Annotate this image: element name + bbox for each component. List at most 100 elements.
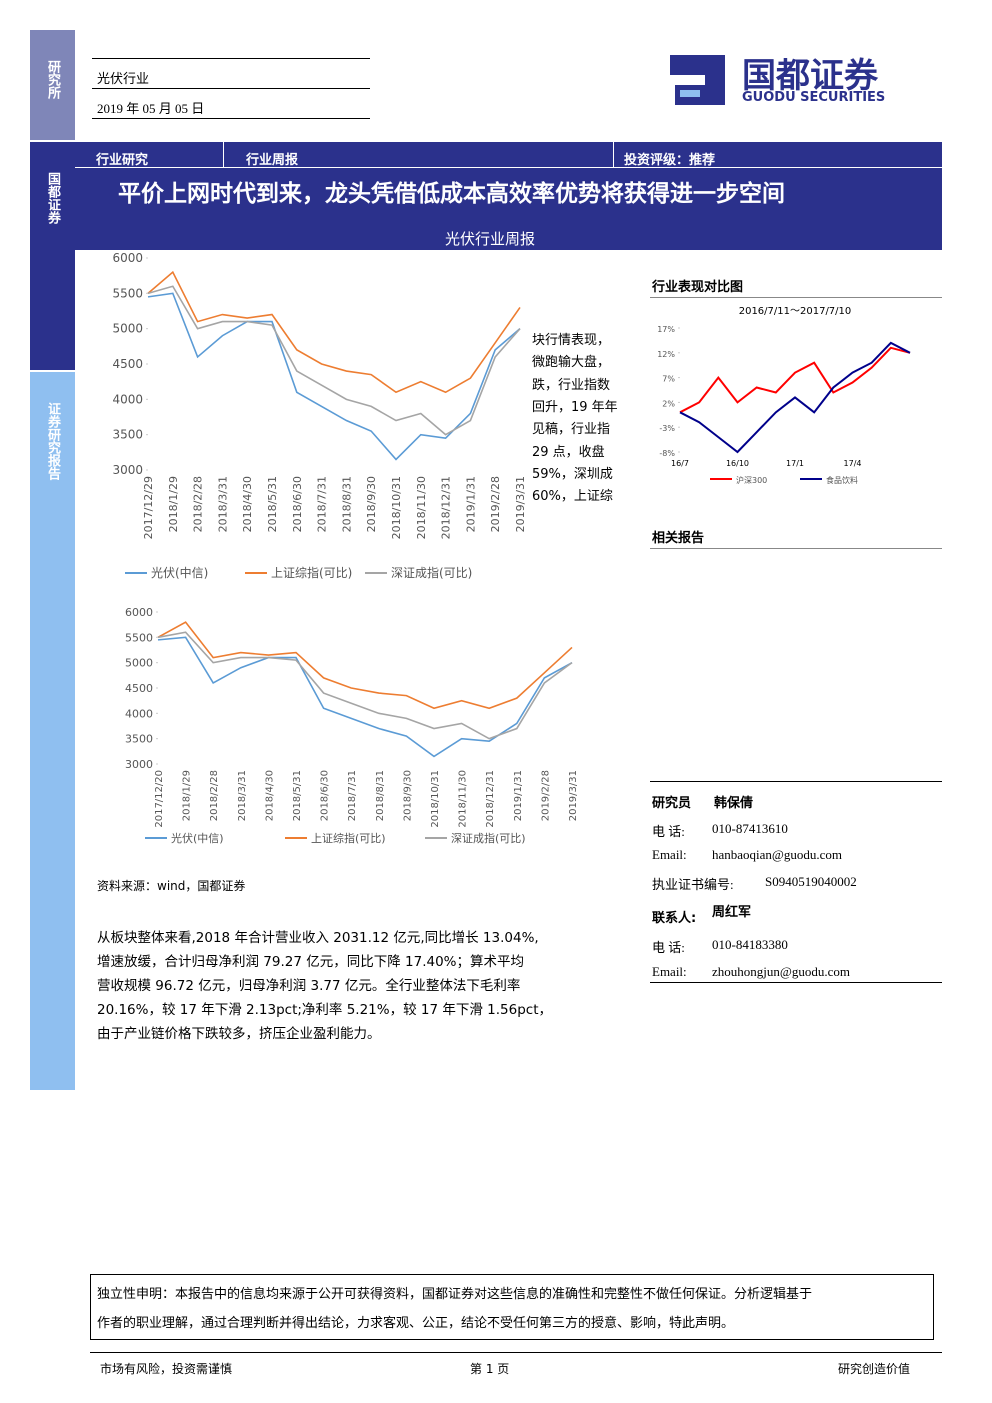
x-tick-label: 2018/10/31	[430, 770, 441, 828]
x-tick-label: 2018/2/28	[192, 476, 205, 532]
label: 电 话:	[652, 940, 685, 955]
rule	[92, 58, 370, 59]
series-line	[679, 341, 911, 454]
rule	[92, 118, 370, 119]
rule	[650, 982, 942, 983]
fragment-line: 跌，行业指数	[532, 377, 611, 393]
y-tick-label: 4000	[112, 392, 143, 406]
x-tick-label: 2018/4/30	[264, 770, 275, 821]
y-tick-label: 5500	[112, 286, 143, 300]
series-line	[147, 270, 521, 394]
fragment-line: 块行情表现，	[532, 333, 611, 348]
legend-label: 上证综指(可比)	[271, 565, 352, 580]
date: 2019 年 05 月 05 日	[97, 101, 205, 116]
x-tick-label: 2018/5/31	[266, 476, 279, 532]
rule	[92, 88, 370, 89]
chart: 3000 3500 4000 4500 5000 5500 6000 2017/12/20 20…	[125, 606, 579, 845]
sidebar-middle: 国都证券	[30, 142, 75, 370]
x-tick-label: 2018/2/28	[209, 770, 220, 821]
x-tick-label: 16/10	[726, 459, 749, 468]
y-tick-label: 3500	[125, 733, 153, 746]
legend-label: 上证综指(可比)	[311, 831, 386, 845]
legend-label: 沪深300	[736, 475, 767, 485]
report-title: 平价上网时代到来，龙头凭借低成本高效率优势将获得进一步空间	[118, 181, 785, 207]
x-tick-label: 2018/8/31	[375, 770, 386, 821]
logo-mark	[670, 55, 725, 105]
x-tick-label: 2019/1/31	[513, 770, 524, 821]
x-tick-label: 16/7	[671, 459, 689, 468]
y-tick-label: 17%	[657, 325, 675, 334]
fragment-line: 微跑输大盘，	[532, 355, 611, 371]
x-tick-label: 2019/3/31	[514, 476, 527, 532]
phone: 010-87413610	[712, 821, 788, 836]
footer-page: 第 1 页	[470, 1362, 510, 1376]
y-tick-label: 5000	[125, 657, 153, 670]
fragment-line: 29 点，收盘	[532, 444, 605, 460]
x-tick-label: 2019/3/31	[568, 770, 579, 821]
y-tick-label: 6000	[125, 606, 153, 619]
paragraph-line: 20.16%，较 17 年下滑 2.13pct;净利率 5.21%，较 17 年…	[97, 1002, 552, 1018]
y-tick-label: 3500	[112, 428, 143, 442]
sidebar-bottom: 证券研究报告	[30, 372, 75, 1090]
footer-left: 市场有风险，投资需谨慎	[100, 1362, 233, 1376]
rule	[650, 548, 942, 549]
y-tick-label: 5000	[112, 322, 143, 336]
series-line	[147, 285, 521, 436]
x-tick-label: 17/4	[844, 459, 862, 468]
x-tick-label: 2018/4/30	[241, 476, 254, 532]
rule	[90, 1352, 942, 1353]
x-tick-label: 2018/6/30	[291, 476, 304, 532]
series-line	[157, 621, 573, 710]
x-tick-label: 2018/12/31	[485, 770, 496, 828]
label: Email:	[652, 964, 687, 979]
sidebar-top: 研究所	[30, 30, 75, 140]
x-tick-label: 2019/2/28	[540, 770, 551, 821]
x-tick-label: 2018/6/30	[320, 770, 331, 821]
x-tick-label: 2018/5/31	[292, 770, 303, 821]
x-tick-label: 2018/3/31	[237, 770, 248, 821]
banner	[75, 142, 942, 250]
banner-type: 行业周报	[246, 153, 299, 168]
y-tick-label: -3%	[659, 424, 675, 433]
y-tick-label: 3000	[112, 463, 143, 477]
disclaimer-line: 作者的职业理解，通过合理判断并得出结论，力求客观、公正，结论不受任何第三方的授意…	[97, 1316, 735, 1331]
disclaimer-line: 独立性申明：本报告中的信息均来源于公开可获得资料，国都证券对这些信息的准确性和完…	[97, 1287, 813, 1302]
series-line	[157, 636, 573, 758]
label: 电 话:	[652, 824, 685, 839]
x-tick-label: 2019/2/28	[489, 476, 502, 532]
rule	[650, 781, 942, 782]
email: zhouhongjun@guodu.com	[712, 964, 850, 979]
source: 资料来源：wind，国都证券	[97, 879, 246, 893]
report-subtitle: 光伏行业周报	[445, 230, 536, 248]
paragraph-line: 由于产业链价格下跌较多，挤压企业盈利能力。	[97, 1026, 381, 1042]
x-tick-label: 2018/12/31	[440, 476, 453, 539]
y-tick-label: 3000	[125, 758, 153, 771]
x-tick-label: 2018/8/31	[340, 476, 353, 532]
y-tick-label: 6000	[112, 251, 143, 265]
legend-label: 光伏(中信)	[151, 565, 208, 580]
x-tick-label: 2018/9/30	[402, 770, 413, 821]
y-tick-label: 2%	[662, 399, 675, 408]
footer-right: 研究创造价值	[838, 1362, 911, 1376]
x-tick-label: 2017/12/20	[154, 770, 165, 828]
x-tick-label: 2017/12/29	[142, 476, 155, 539]
legend-label: 食品饮料	[826, 475, 858, 485]
email: hanbaoqian@guodu.com	[712, 847, 843, 862]
banner-category: 行业研究	[96, 153, 149, 168]
legend-label: 深证成指(可比)	[451, 831, 526, 845]
related-title: 相关报告	[652, 531, 705, 546]
phone: 010-84183380	[712, 937, 788, 952]
logo-cn: 国都证券	[742, 56, 878, 96]
chart-title: 2016/7/11～2017/7/10	[739, 306, 852, 317]
y-tick-label: 5500	[125, 631, 153, 644]
x-tick-label: 2018/11/30	[415, 476, 428, 539]
y-tick-label: 4500	[112, 357, 143, 371]
industry: 光伏行业	[97, 72, 150, 87]
x-tick-label: 2018/1/29	[167, 476, 180, 532]
paragraph-line: 营收规模 96.72 亿元，归母净利润 3.77 亿元。全行业整体法下毛利率	[97, 978, 521, 994]
x-tick-label: 17/1	[786, 459, 804, 468]
x-tick-label: 2018/9/30	[365, 476, 378, 532]
chart: 3000 3500 4000 4500 5000 5500 6000 2017/12/29 20…	[112, 251, 527, 580]
legend-label: 光伏(中信)	[171, 831, 224, 845]
